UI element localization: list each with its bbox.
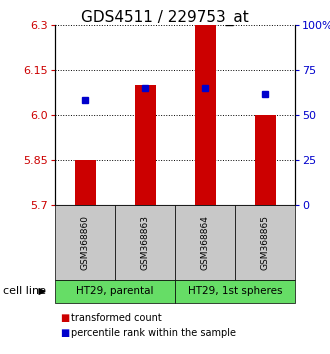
Text: cell line: cell line — [3, 286, 46, 297]
Text: GSM368864: GSM368864 — [201, 215, 210, 270]
Text: percentile rank within the sample: percentile rank within the sample — [71, 328, 236, 338]
Bar — [75, 160, 95, 205]
Text: GSM368863: GSM368863 — [141, 215, 149, 270]
Text: GDS4511 / 229753_at: GDS4511 / 229753_at — [81, 10, 249, 26]
Text: ■: ■ — [60, 328, 69, 338]
Bar — [254, 115, 276, 205]
Text: GSM368860: GSM368860 — [81, 215, 89, 270]
Bar — [194, 25, 215, 205]
Text: HT29, parental: HT29, parental — [76, 286, 154, 297]
Bar — [135, 85, 155, 205]
Text: HT29, 1st spheres: HT29, 1st spheres — [188, 286, 282, 297]
Text: transformed count: transformed count — [71, 313, 162, 323]
Text: GSM368865: GSM368865 — [260, 215, 270, 270]
Text: ■: ■ — [60, 313, 69, 323]
